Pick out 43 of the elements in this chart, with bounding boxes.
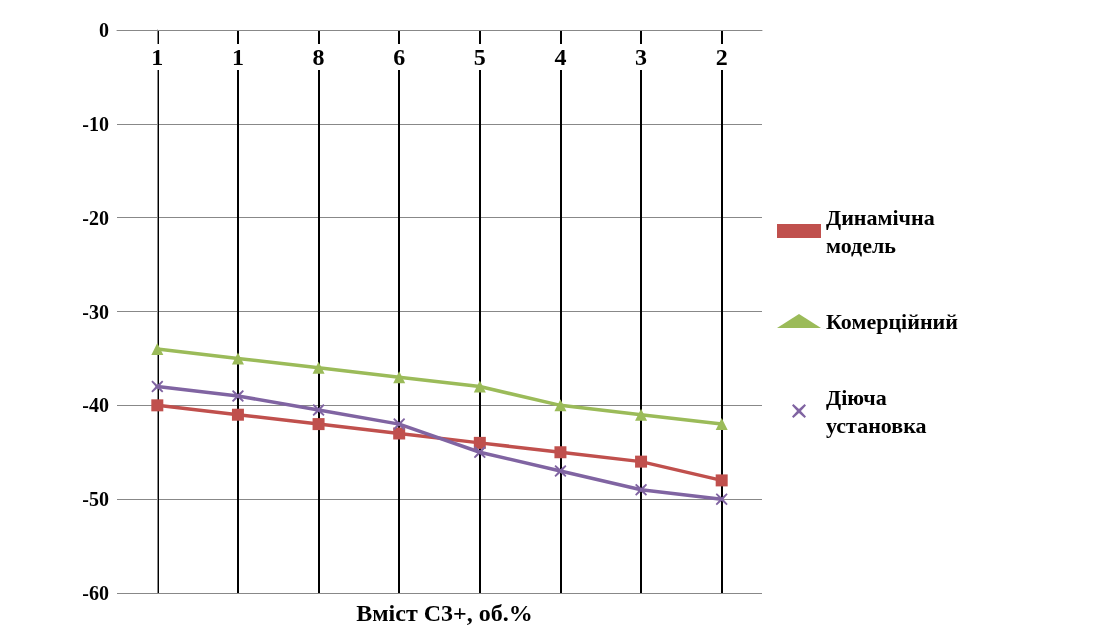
y-tick-label: -20 [82,206,109,229]
x-tick-label: 1 [151,44,164,70]
x-tick-label: 2 [715,44,728,70]
point [151,343,164,356]
y-tick-label: -60 [82,582,109,604]
y-tick-label: -30 [82,300,109,323]
point [312,404,325,417]
x-tick-label: 6 [393,44,406,70]
point [231,408,244,421]
point [473,446,486,459]
point [715,493,728,506]
point [151,380,164,393]
point [231,352,244,365]
y-tick-label: -50 [82,488,109,511]
point [151,399,164,412]
y-tick-label: 0 [99,19,109,41]
point [635,483,648,496]
x-tick-label: 5 [473,44,486,70]
point [393,418,406,431]
x-tick-label: 1 [231,44,244,70]
point [715,418,728,431]
point [554,446,567,459]
point [312,361,325,374]
point [635,455,648,468]
point [312,418,325,431]
legend-label: Діюча установка [826,384,927,438]
x-tick-label: 8 [312,44,325,70]
x-tick-label: 4 [554,44,567,70]
point [554,465,567,478]
y-tick-label: -40 [82,394,109,417]
y-tick-label: -10 [82,112,109,135]
point [715,474,728,487]
x-tick-label: 3 [635,44,648,70]
point [231,389,244,402]
point [393,371,406,384]
point [473,436,486,449]
point [473,380,486,393]
legend-label: Динамічна модель [826,204,941,258]
point [393,427,406,440]
point [635,408,648,421]
x-axis-title: Вміст С3+, об.% [356,600,533,626]
legend-label: Комерційний [826,308,959,334]
point [554,399,567,412]
